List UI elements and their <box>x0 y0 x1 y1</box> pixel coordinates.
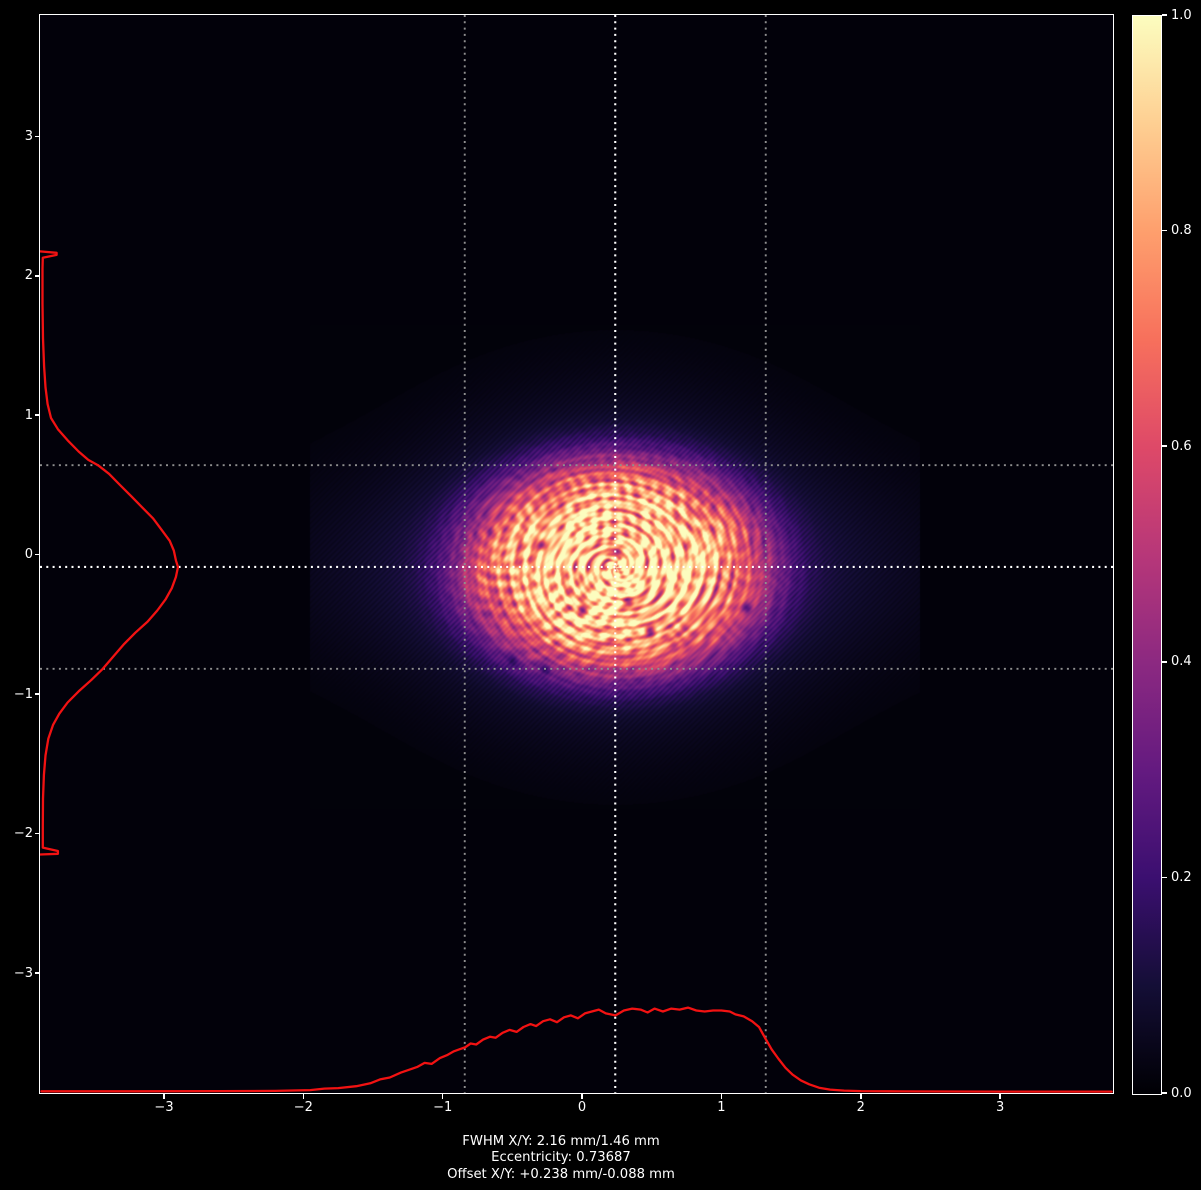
colorbar-tick-mark <box>1162 445 1167 447</box>
y-tick-label: 0 <box>24 547 33 563</box>
y-tick-label: 2 <box>24 268 33 284</box>
x-tick-label: 1 <box>717 1100 726 1115</box>
y-profile-curve <box>40 250 180 856</box>
x-tick-mark <box>163 1093 165 1099</box>
y-tick-label: −1 <box>13 686 33 702</box>
x-tick-mark <box>720 1093 723 1099</box>
colorbar-gradient <box>1133 16 1161 1094</box>
x-tick-label: −1 <box>433 1100 453 1115</box>
y-tick-mark <box>34 972 40 974</box>
colorbar-tick-label: 0.8 <box>1171 223 1192 239</box>
colorbar-tick-mark <box>1162 14 1167 16</box>
colorbar-tick-mark <box>1162 661 1167 663</box>
y-tick-label: −3 <box>13 965 33 981</box>
x-tick-label: −3 <box>154 1100 174 1115</box>
plot-overlay <box>40 15 1113 1093</box>
x-tick-label: 2 <box>856 1100 865 1115</box>
caption-offset: Offset X/Y: +0.238 mm/-0.088 mm <box>447 1166 675 1182</box>
x-tick-label: −2 <box>293 1100 313 1115</box>
y-tick-mark <box>34 135 40 138</box>
y-tick-label: 3 <box>24 128 33 144</box>
x-tick-mark <box>581 1093 583 1099</box>
colorbar-tick-label: 0.0 <box>1171 1085 1192 1101</box>
y-tick-label: 1 <box>24 407 33 423</box>
x-tick-label: 3 <box>995 1100 1005 1115</box>
x-tick-mark <box>441 1093 444 1099</box>
x-tick-label: 0 <box>577 1100 587 1115</box>
caption-eccentricity: Eccentricity: 0.73687 <box>491 1150 631 1166</box>
colorbar-tick-label: 0.6 <box>1171 438 1192 454</box>
beam-intensity-image <box>40 15 1113 1093</box>
caption: FWHM X/Y: 2.16 mm/1.46 mm Eccentricity: … <box>0 1134 1122 1183</box>
y-tick-mark <box>34 553 40 556</box>
caption-fwhm: FWHM X/Y: 2.16 mm/1.46 mm <box>462 1134 660 1149</box>
x-profile-curve <box>40 1006 1113 1093</box>
colorbar-tick-label: 0.4 <box>1171 654 1192 670</box>
colorbar <box>1132 15 1162 1095</box>
y-tick-mark <box>34 832 40 835</box>
x-tick-mark <box>999 1093 1001 1099</box>
x-tick-mark <box>860 1093 862 1099</box>
y-tick-mark <box>34 414 40 416</box>
plot-area <box>40 15 1113 1093</box>
colorbar-tick-label: 0.2 <box>1171 869 1192 885</box>
colorbar-tick-mark <box>1162 876 1167 879</box>
colorbar-tick-label: 1.0 <box>1171 7 1192 23</box>
colorbar-tick-mark <box>1162 1092 1167 1094</box>
y-tick-mark <box>34 275 40 277</box>
colorbar-tick-mark <box>1162 229 1167 232</box>
y-tick-mark <box>34 693 40 695</box>
y-tick-label: −2 <box>13 826 33 842</box>
x-tick-mark <box>302 1093 305 1099</box>
